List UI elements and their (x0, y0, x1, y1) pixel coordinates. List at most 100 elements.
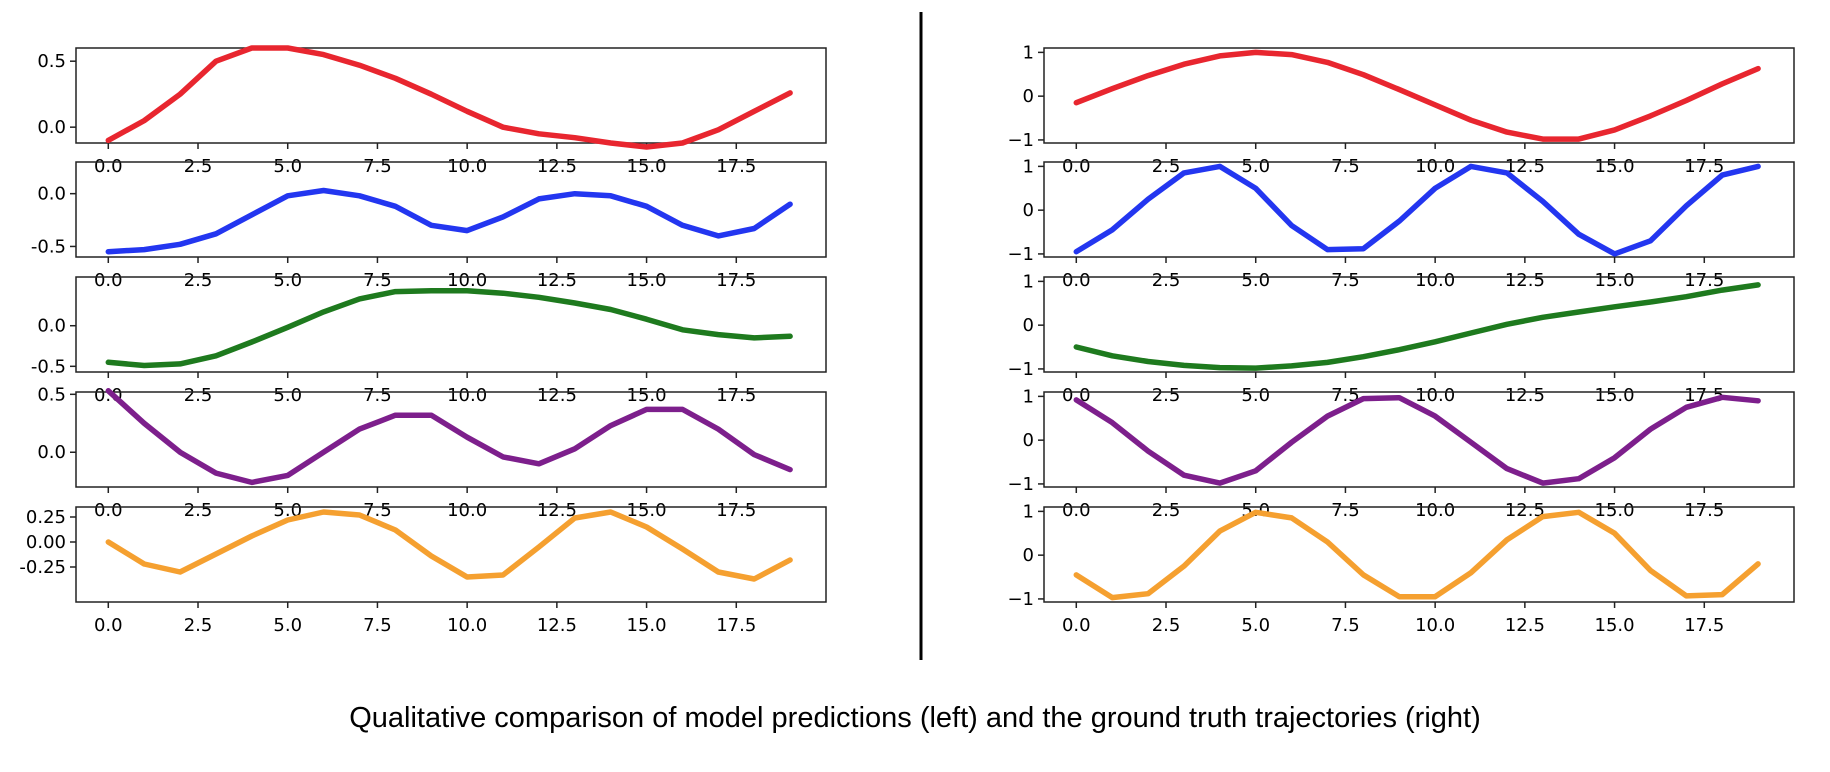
x-tick-label: 2.5 (184, 385, 213, 406)
x-tick-label: 15.0 (1595, 385, 1635, 406)
x-tick-label: 12.5 (1505, 500, 1545, 521)
x-tick-label: 2.5 (184, 615, 213, 636)
y-tick-label: 0.25 (26, 507, 66, 528)
x-tick-label: 0.0 (94, 615, 123, 636)
x-tick-label: 2.5 (1152, 270, 1181, 291)
x-tick-label: 5.0 (273, 156, 302, 177)
x-tick-label: 10.0 (1415, 156, 1455, 177)
x-tick-label: 7.5 (363, 270, 392, 291)
panel-frame (75, 276, 827, 373)
y-tick-label: 0 (1023, 315, 1034, 336)
panel-background (76, 162, 826, 257)
x-tick-label: 0.0 (1062, 156, 1091, 177)
x-tick-label: 12.5 (537, 615, 577, 636)
y-tick-label: 0.0 (37, 184, 66, 205)
x-tick-label: 10.0 (1415, 385, 1455, 406)
right-chart-grid: 10−10.0 2.5 5.0 7.5 10.0 12.5 15.0 17.510−10.0 2… (1007, 42, 1795, 636)
y-tick-label: −1 (1007, 359, 1034, 380)
x-tick-label: 10.0 (1415, 500, 1455, 521)
x-tick-label: 0.0 (1062, 385, 1091, 406)
right-panel-4: 10−10.0 2.5 5.0 7.5 10.0 12.5 15.0 17.5 (1007, 386, 1795, 521)
x-tick-label: 5.0 (273, 615, 302, 636)
x-tick-label: 10.0 (447, 156, 487, 177)
x-tick-label: 0.0 (94, 500, 123, 521)
y-tick-label: -0.5 (31, 356, 66, 377)
left-panel-1: 0.5 0.0 0.0 2.5 5.0 7.5 10.0 12.5 15.0 17.5 (37, 45, 827, 177)
x-tick-label: 17.5 (716, 270, 756, 291)
x-tick-label: 5.0 (1241, 385, 1270, 406)
panel-background (1044, 162, 1794, 257)
x-tick-label: 17.5 (1684, 156, 1724, 177)
x-tick-label: 12.5 (1505, 615, 1545, 636)
figure-caption: Qualitative comparison of model predicti… (349, 702, 1481, 734)
x-tick-label: 12.5 (537, 385, 577, 406)
x-tick-label: 17.5 (716, 615, 756, 636)
x-tick-label: 12.5 (1505, 385, 1545, 406)
series-line (1073, 509, 1761, 601)
y-tick-label: 1 (1023, 501, 1034, 522)
x-tick-label: 0.0 (1062, 500, 1091, 521)
x-tick-label: 12.5 (537, 156, 577, 177)
x-tick-label: 15.0 (1595, 615, 1635, 636)
x-tick-label: 7.5 (363, 385, 392, 406)
x-tick-label: 0.0 (94, 270, 123, 291)
right-panel-5: 1 0 −1 0.0 2.5 5.0 7.5 10.0 12.5 15.0 17.5 (1007, 501, 1795, 636)
x-tick-label: 5.0 (1241, 156, 1270, 177)
x-tick-label: 15.0 (627, 156, 667, 177)
x-tick-label: 12.5 (1505, 270, 1545, 291)
x-tick-label: 2.5 (184, 270, 213, 291)
x-tick-label: 15.0 (627, 270, 667, 291)
x-tick-label: 15.0 (1595, 156, 1635, 177)
y-tick-label: 0.00 (26, 532, 66, 553)
y-tick-label: 0 (1023, 200, 1034, 221)
x-tick-label: 2.5 (1152, 385, 1181, 406)
panel-frame (75, 506, 827, 603)
y-tick-label: -0.5 (31, 236, 66, 257)
x-tick-label: 10.0 (447, 270, 487, 291)
y-tick-label: −1 (1007, 474, 1034, 495)
x-tick-label: 12.5 (537, 500, 577, 521)
y-tick-label: 1 (1023, 386, 1034, 407)
panel-background (76, 392, 826, 487)
x-tick-label: 10.0 (1415, 270, 1455, 291)
y-tick-label: 0.0 (37, 316, 66, 337)
y-tick-label: 1 (1023, 271, 1034, 292)
x-tick-label: 17.5 (1684, 500, 1724, 521)
x-tick-label: 2.5 (1152, 156, 1181, 177)
x-tick-label: 2.5 (1152, 615, 1181, 636)
y-tick-label: 0.5 (37, 384, 66, 405)
x-tick-label: 15.0 (627, 500, 667, 521)
x-tick-label: 5.0 (273, 270, 302, 291)
x-tick-label: 7.5 (363, 615, 392, 636)
x-tick-label: 12.5 (537, 270, 577, 291)
series-line (1073, 49, 1761, 142)
x-tick-label: 5.0 (1241, 270, 1270, 291)
x-tick-label: 0.0 (94, 156, 123, 177)
x-tick-label: 17.5 (716, 156, 756, 177)
x-tick-label: 10.0 (447, 385, 487, 406)
x-tick-label: 7.5 (1331, 270, 1360, 291)
panel-frame (75, 391, 827, 488)
y-tick-label: −1 (1007, 130, 1034, 151)
series-line (105, 187, 793, 255)
y-tick-label: 0 (1023, 86, 1034, 107)
x-tick-label: 17.5 (1684, 270, 1724, 291)
left-chart-grid: 0.5 0.0 0.0 2.5 5.0 7.5 10.0 12.5 15.0 17.5 0.0 -0.… (0, 0, 827, 680)
x-tick-label: 7.5 (1331, 615, 1360, 636)
x-tick-label: 2.5 (184, 156, 213, 177)
panel-frame (75, 47, 827, 144)
panel-frame (75, 161, 827, 258)
x-tick-label: 2.5 (184, 500, 213, 521)
series-line (1073, 394, 1761, 486)
y-tick-label: 0.0 (37, 442, 66, 463)
series-line (105, 509, 793, 582)
y-tick-label: −1 (1007, 244, 1034, 265)
x-tick-label: 7.5 (1331, 385, 1360, 406)
y-tick-label: 0.0 (37, 117, 66, 138)
x-tick-label: 2.5 (1152, 500, 1181, 521)
y-tick-label: −1 (1007, 589, 1034, 610)
x-tick-label: 10.0 (1415, 615, 1455, 636)
x-tick-label: 15.0 (1595, 500, 1635, 521)
x-tick-label: 7.5 (1331, 156, 1360, 177)
